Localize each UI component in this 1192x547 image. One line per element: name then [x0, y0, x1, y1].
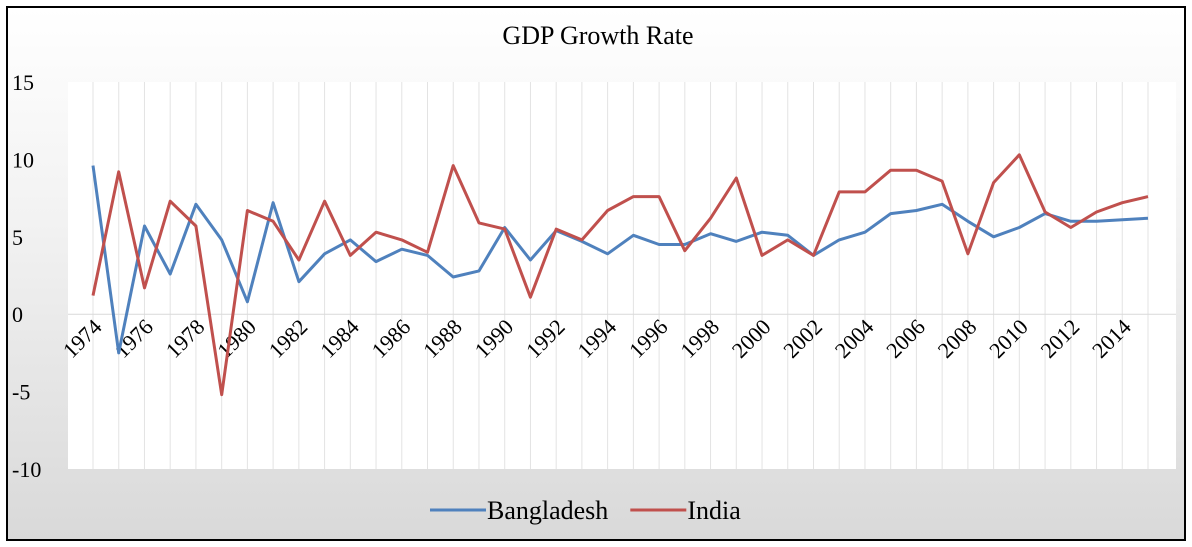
chart-title: GDP Growth Rate [502, 21, 693, 50]
y-tick-label: 15 [12, 70, 34, 95]
series-line-india [91, 153, 1149, 397]
y-axis-tick-labels: 15 10 5 0 -5 -10 [12, 70, 41, 482]
y-tick-label: -5 [12, 380, 30, 405]
legend-label-bangladesh: Bangladesh [487, 496, 608, 525]
y-tick-label: 5 [12, 225, 23, 250]
legend: Bangladesh India [430, 496, 741, 525]
y-tick-label: 10 [12, 147, 34, 172]
legend-label-india: India [687, 496, 741, 525]
y-tick-label: -10 [12, 457, 41, 482]
plot-area [68, 82, 1176, 469]
series-lines [91, 153, 1149, 397]
y-tick-label: 0 [12, 302, 23, 327]
vertical-gridlines [92, 82, 1149, 469]
chart-frame: GDP Growth Rate 15 10 5 0 -5 -10 1974 1976 1978… [6, 6, 1186, 541]
